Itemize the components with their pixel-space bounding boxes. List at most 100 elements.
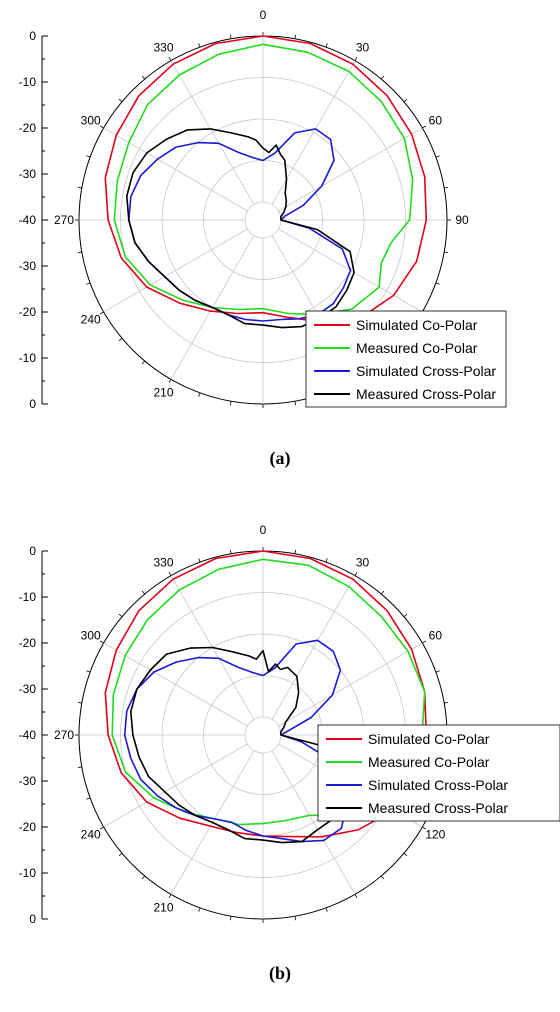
series-line-measured-cross-polar — [130, 646, 352, 844]
series-line-measured-cross-polar — [126, 128, 355, 329]
grid-spoke — [278, 642, 423, 727]
radial-tick-label: -10 — [19, 590, 37, 604]
radial-tick-label: 0 — [29, 397, 36, 411]
angle-tick-mark — [380, 590, 385, 595]
angle-tick-mark — [444, 186, 449, 189]
angle-label: 30 — [356, 556, 370, 570]
angle-tick-mark — [141, 75, 146, 80]
radial-tick-label: -30 — [19, 259, 37, 273]
angle-tick-mark — [99, 826, 104, 830]
legend-label: Measured Co-Polar — [356, 340, 478, 356]
angle-tick-mark — [354, 571, 358, 576]
angle-tick-mark — [435, 155, 440, 158]
radial-tick-label: -30 — [19, 682, 37, 696]
radial-tick-label: -30 — [19, 167, 37, 181]
angle-tick-mark — [354, 894, 358, 899]
angle-tick-mark — [86, 797, 91, 800]
grid-spoke — [271, 750, 356, 895]
series-line-measured-co-polar — [113, 43, 414, 316]
angle-tick-mark — [77, 701, 82, 704]
angle-tick-mark — [403, 98, 408, 103]
angle-label: 270 — [54, 213, 74, 227]
grid-spoke — [271, 60, 356, 205]
grid-spoke — [278, 127, 423, 212]
angle-tick-mark — [229, 549, 232, 554]
legend: Simulated Co-Polar Measured Co-Polar Simul… — [317, 724, 560, 822]
angle-tick-mark — [141, 875, 146, 880]
angle-tick-mark — [141, 360, 146, 365]
angle-tick-mark — [198, 907, 201, 912]
angle-tick-mark — [77, 186, 82, 189]
radial-axis: 0 -10 -20 -30 -40 -30 -20 -10 0 — [19, 29, 48, 411]
grid-spoke — [271, 575, 356, 720]
radial-tick-label: -10 — [19, 866, 37, 880]
caption-b: (b) — [269, 963, 291, 983]
angle-label: 60 — [429, 114, 443, 128]
angle-tick-mark — [325, 43, 328, 48]
angle-tick-mark — [118, 613, 123, 618]
angle-tick-mark — [403, 852, 408, 857]
angle-label: 240 — [81, 313, 101, 327]
angle-label: 330 — [153, 41, 173, 55]
legend-label: Measured Cross-Polar — [368, 800, 508, 816]
angle-tick-mark — [444, 251, 449, 254]
angle-tick-mark — [380, 75, 385, 80]
angle-label: 120 — [425, 828, 445, 842]
radial-tick-label: -20 — [19, 820, 37, 834]
angle-label: 210 — [153, 900, 173, 914]
grid-ring — [244, 201, 282, 239]
angle-label: 90 — [455, 213, 469, 227]
angle-tick-mark — [168, 894, 172, 899]
radial-tick-label: -40 — [19, 728, 37, 742]
radial-tick-label: -30 — [19, 774, 37, 788]
angle-tick-mark — [294, 401, 297, 406]
angle-tick-mark — [229, 401, 232, 406]
radial-tick-label: -20 — [19, 121, 37, 135]
series-line-simulated-cross-polar — [128, 128, 352, 322]
angle-tick-mark — [168, 571, 172, 576]
radial-tick-label: -10 — [19, 351, 37, 365]
angle-label: 0 — [260, 8, 267, 22]
angle-tick-mark — [198, 558, 201, 563]
radial-tick-label: -20 — [19, 305, 37, 319]
angle-tick-mark — [435, 670, 440, 673]
grid-ring — [244, 716, 282, 754]
angle-tick-mark — [325, 907, 328, 912]
angle-tick-mark — [99, 640, 104, 644]
polar-chart-a: 03060901802102402703003300-10-20-30-40-3… — [19, 8, 507, 411]
angle-tick-mark — [86, 282, 91, 285]
angle-tick-mark — [99, 311, 104, 315]
series-line-simulated-cross-polar — [123, 639, 348, 843]
legend-label: Simulated Cross-Polar — [356, 363, 496, 379]
polar-chart-b: 03060901201802102402703003300-10-20-30-4… — [19, 523, 560, 926]
angle-tick-mark — [86, 670, 91, 673]
radial-tick-label: -10 — [19, 75, 37, 89]
angle-tick-mark — [118, 98, 123, 103]
angle-label: 240 — [81, 828, 101, 842]
grid-spoke — [103, 743, 248, 828]
angle-tick-mark — [294, 549, 297, 554]
angle-tick-mark — [99, 125, 104, 129]
angle-label: 30 — [356, 41, 370, 55]
angle-tick-mark — [141, 590, 146, 595]
caption-a: (a) — [269, 448, 291, 468]
legend-box — [305, 310, 507, 408]
angle-tick-mark — [118, 337, 123, 342]
angle-tick-mark — [435, 282, 440, 285]
angle-tick-mark — [77, 251, 82, 254]
angle-tick-mark — [118, 852, 123, 857]
angle-tick-mark — [229, 34, 232, 39]
angle-label: 270 — [54, 728, 74, 742]
angle-tick-mark — [77, 766, 82, 769]
angle-tick-mark — [422, 640, 427, 644]
grid-spoke — [103, 642, 248, 727]
radial-tick-label: 0 — [29, 912, 36, 926]
angle-tick-mark — [168, 379, 172, 384]
angle-label: 300 — [81, 629, 101, 643]
angle-tick-mark — [294, 34, 297, 39]
angle-tick-mark — [168, 56, 172, 61]
angle-tick-mark — [198, 43, 201, 48]
angle-label: 0 — [260, 523, 267, 537]
angle-tick-mark — [444, 701, 449, 704]
angle-label: 210 — [153, 385, 173, 399]
